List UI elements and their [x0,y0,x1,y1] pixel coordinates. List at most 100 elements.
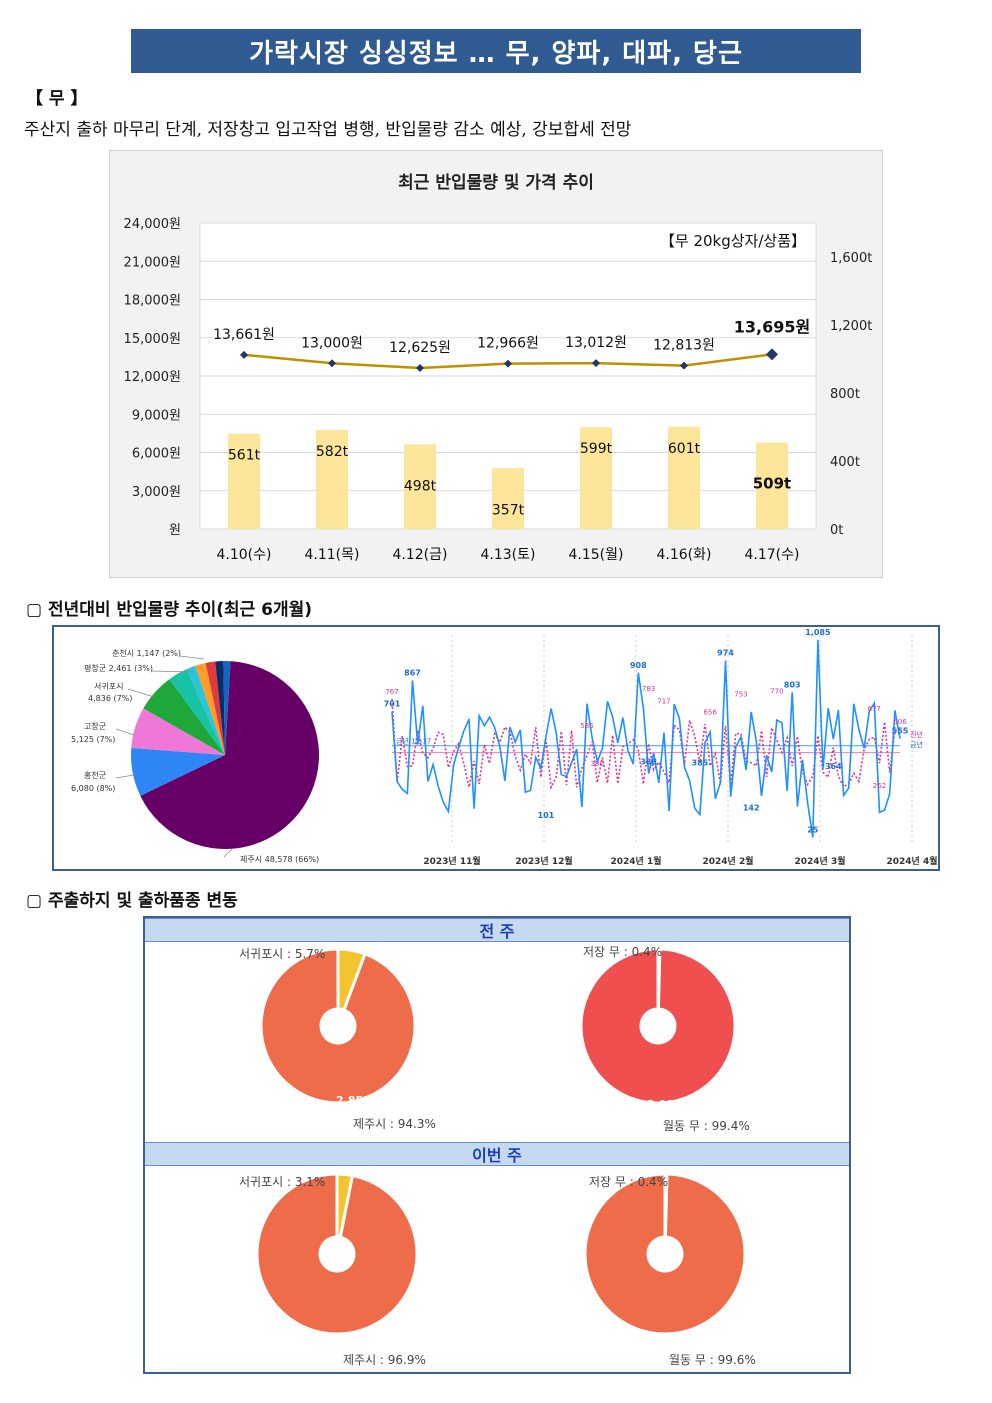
y-left-tick: 6,000원 [132,447,181,462]
pie-label: 홍천군 [84,770,106,780]
x-tick-label: 4.15(월) [569,547,624,563]
x-tick-label: 2023년 11월 [423,855,480,867]
donut-slice [579,947,737,1105]
point-label-last-year: 585 [580,722,593,730]
x-tick-label: 2024년 4월 [886,855,937,867]
price-marker [766,348,778,361]
price-label: 12,625원 [389,340,451,356]
chart-title: 최근 반입물량 및 가격 추이 [398,173,594,193]
pie-leader [179,655,205,660]
y-left-tick: 12,000원 [124,370,181,385]
price-marker [592,359,600,368]
x-tick-label: 2023년 12월 [515,855,572,867]
pie-slice [205,661,225,755]
pie-label: 6,080 (8%) [71,784,115,793]
donut-slice [255,1172,419,1336]
bar [668,426,700,529]
bar [316,430,348,529]
section-heading-origin: ▢ 주출하지 및 출하품종 변동 [26,891,238,911]
y-left-tick: 원 [169,523,181,538]
point-label-this-year: 142 [743,804,760,813]
point-label-this-year: 974 [717,648,734,657]
point-label-last-year: 767 [385,688,398,696]
point-label-this-year: 25 [807,825,819,834]
bar [492,468,524,529]
donut-label: 월동 무 : 99.6% [669,1353,756,1367]
pie-slice [186,665,225,755]
point-label-last-year: 262 [873,782,886,790]
bar-label: 509t [753,474,791,492]
x-tick-label: 4.12(금) [393,547,448,563]
donut-value: 2,974 [326,1331,361,1344]
origin-share-pie: 제주시 48,578 (66%) 홍천군 6,080 (8%) 고창군 5,125 (7… [71,648,319,864]
point-label-this-year: 867 [404,668,421,677]
y-left-tick: 24,000원 [124,217,181,232]
page-title: 가락시장 싱싱정보 … 무, 양파, 대파, 당근 [131,29,861,73]
y-left-tick: 21,000원 [124,255,181,270]
x-tick-label: 2024년 2월 [702,855,753,867]
pie-leader [223,848,233,858]
x-tick-label: 2024년 3월 [794,855,845,867]
y-right-tick: 0t [830,523,843,538]
point-label-last-year: 606 [893,718,907,726]
donut-slice [259,947,417,1105]
bar [580,427,612,529]
bar-label: 561t [228,448,261,464]
y-left-tick: 18,000원 [124,294,181,309]
point-label-this-year: 803 [784,680,801,689]
x-tick-label: 4.16(화) [657,547,712,563]
pie-slice [195,663,225,755]
point-label-last-year: 380 [591,760,604,768]
price-label: 13,661원 [213,327,275,343]
pie-slice [215,661,225,755]
section-tag-radish: 【 무 】 [26,89,88,109]
bar [404,444,436,529]
price-label: 13,000원 [301,335,363,351]
price-marker [328,359,336,368]
donut-charts: 서귀포시 : 5.7% 제주시 : 94.3% 2,857 저장 무 : 0.4% 월동… [239,945,756,1367]
pie-label: 춘천시 1,147 (2%) [112,648,181,658]
point-label-this-year: 385 [692,758,709,767]
price-marker [416,364,424,373]
y-right-tick: 1,200t [830,319,872,334]
point-label-last-year: 677 [868,705,881,713]
point-label-last-year: 753 [734,691,747,699]
pie-leader [127,688,155,698]
unit-note: 【무 20kg상자/상품】 [660,232,806,250]
point-label-this-year: 1,085 [805,628,831,637]
avg-label: 금년 1,517 [396,737,431,746]
point-label-this-year: 388 [640,758,657,767]
price-label: 13,695원 [734,317,810,336]
y-right-tick: 400t [830,455,860,470]
market-summary-text: 주산지 출하 마무리 단계, 저장창고 입고작업 병행, 반입물량 감소 예상,… [24,120,632,140]
donut-label: 저장 무 : 0.4% [589,1175,668,1189]
pie-label: 서귀포시 [94,681,123,691]
point-label-this-year: 555 [892,727,909,736]
week-header-current: 이번 주 [145,1142,849,1166]
point-label-last-year: 783 [642,685,655,693]
pie-slice [131,708,225,755]
donut-label: 서귀포시 : 3.1% [239,1175,325,1189]
pie-slice [169,669,225,755]
origin-variety-panel: 전 주 이번 주 서귀포시 : 5.7% 제주시 : 94.3% 2,857 저장 무… [143,916,851,1374]
x-tick-label: 4.11(목) [305,547,360,563]
bar-label: 357t [492,502,525,518]
price-label: 12,813원 [653,338,715,354]
week-header-previous: 전 주 [145,918,849,942]
yoy-panel: 제주시 48,578 (66%) 홍천군 6,080 (8%) 고창군 5,125 (7… [52,625,940,871]
point-label-last-year: 770 [770,688,783,696]
y-left-tick: 3,000원 [132,485,181,500]
price-label: 12,966원 [477,336,539,352]
x-tick-label: 4.13(토) [481,547,536,563]
volume-price-chart-panel: 최근 반입물량 및 가격 추이 【무 20kg상자/상품】 24,000원 21,00… [109,150,883,578]
price-label: 13,012원 [565,335,627,351]
y-left-tick: 9,000원 [132,408,181,423]
yoy-line-chart: 2023년 11월 2023년 12월 2024년 1월 2024년 2월 2024년 … [384,628,938,867]
y-right-tick: 800t [830,387,860,402]
donut-label: 저장 무 : 0.4% [583,945,662,959]
pie-leader [115,728,135,736]
pie-label: 5,125 (7%) [71,735,115,744]
donut-label: 제주시 : 96.9% [343,1353,426,1367]
point-label-this-year: 101 [538,811,555,820]
y-left-tick: 15,000원 [124,332,181,347]
